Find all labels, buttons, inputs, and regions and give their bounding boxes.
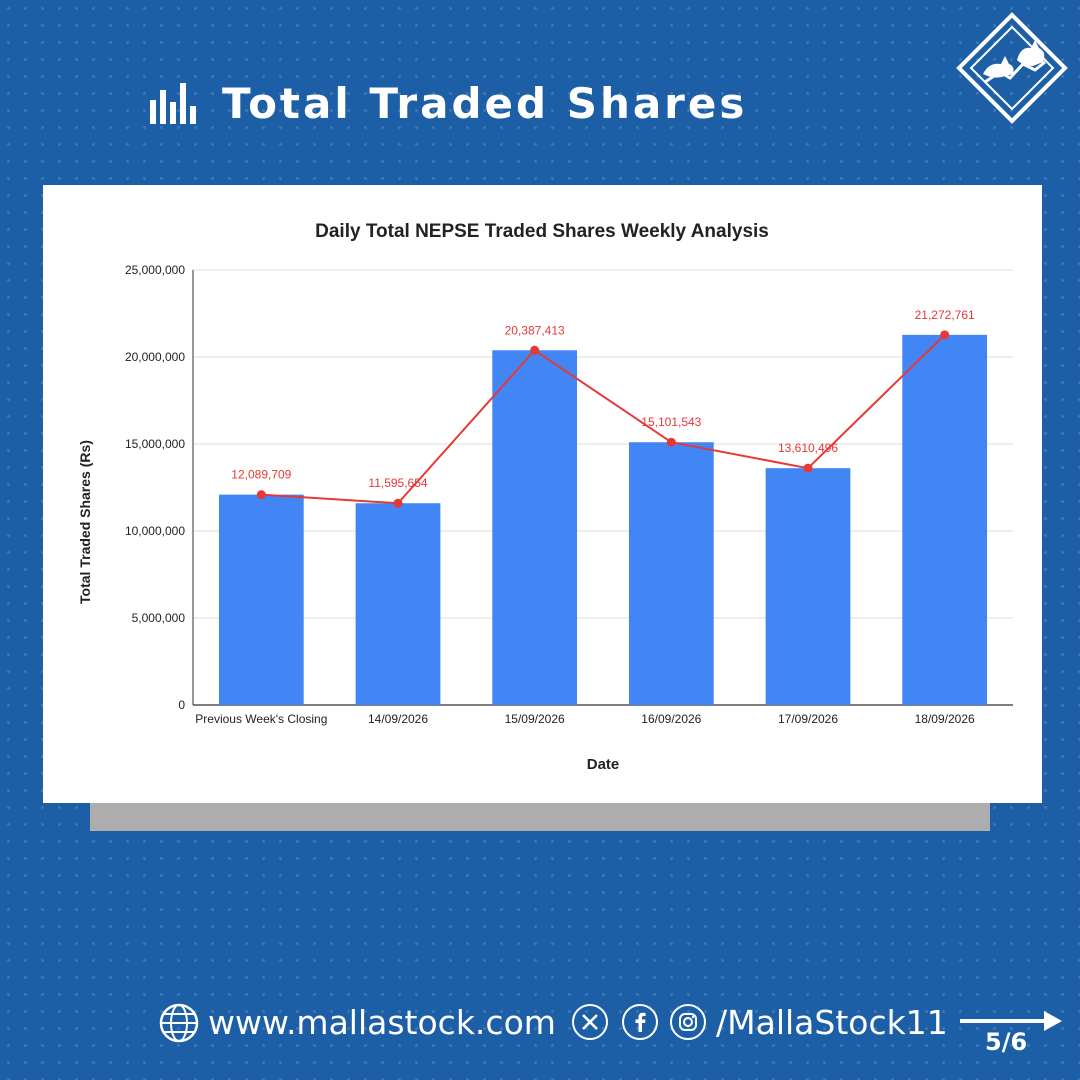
bar xyxy=(355,503,441,705)
trend-line xyxy=(261,334,946,505)
plot-area: 0 5,000,000 10,000,000 15,000,000 20,000,000… xyxy=(125,263,1013,726)
x-tick-label: 16/09/2026 xyxy=(641,712,701,726)
data-label: 21,272,761 xyxy=(915,308,975,322)
page-indicator: 5/6 xyxy=(985,1028,1028,1056)
x-tick-label: 15/09/2026 xyxy=(505,712,565,726)
page-header: Total Traded Shares xyxy=(150,78,747,128)
bar xyxy=(902,334,988,705)
data-label: 11,595,654 xyxy=(368,476,427,490)
bar xyxy=(492,350,578,705)
y-tick-label: 5,000,000 xyxy=(132,611,186,625)
arrow-right-icon[interactable] xyxy=(958,1008,1064,1034)
line-point xyxy=(393,498,403,508)
chart-title: Daily Total NEPSE Traded Shares Weekly A… xyxy=(315,221,769,242)
facebook-icon[interactable] xyxy=(622,1004,658,1040)
data-label: 12,089,709 xyxy=(231,468,291,482)
y-axis-label: Total Traded Shares (Rs) xyxy=(77,440,93,604)
x-tick-label: 17/09/2026 xyxy=(778,712,838,726)
y-tick-label: 0 xyxy=(178,698,185,712)
line-point xyxy=(530,345,540,355)
x-tick-label: 18/09/2026 xyxy=(915,712,975,726)
chart-card: Daily Total NEPSE Traded Shares Weekly A… xyxy=(43,185,1042,803)
x-icon[interactable] xyxy=(572,1004,608,1040)
data-label: 20,387,413 xyxy=(505,323,565,337)
y-tick-label: 20,000,000 xyxy=(125,350,185,364)
x-axis-label: Date xyxy=(587,756,620,773)
y-tick-label: 25,000,000 xyxy=(125,263,185,277)
line-point xyxy=(940,330,950,340)
instagram-icon[interactable] xyxy=(670,1004,706,1040)
bar xyxy=(628,442,714,705)
footer: www.mallastock.com /MallaStock11 5/6 xyxy=(0,1000,1080,1056)
bar xyxy=(218,494,304,705)
bar xyxy=(765,468,851,705)
x-tick-label: 14/09/2026 xyxy=(368,712,428,726)
bull-bear-logo-icon xyxy=(956,12,1068,124)
globe-icon xyxy=(159,1003,199,1043)
chart-svg: Daily Total NEPSE Traded Shares Weekly A… xyxy=(77,221,1013,773)
data-label: 15,101,543 xyxy=(641,415,701,429)
x-tick-label: Previous Week's Closing xyxy=(195,712,327,726)
page-title: Total Traded Shares xyxy=(222,78,748,128)
website-link[interactable]: www.mallastock.com xyxy=(208,1003,556,1042)
y-tick-label: 15,000,000 xyxy=(125,437,185,451)
line-point xyxy=(666,437,676,447)
social-handle[interactable]: /MallaStock11 xyxy=(716,1003,948,1042)
data-label: 13,610,496 xyxy=(778,441,838,455)
bar-chart-icon xyxy=(150,83,196,124)
line-point xyxy=(256,490,266,500)
line-point xyxy=(803,463,813,473)
y-tick-label: 10,000,000 xyxy=(125,524,185,538)
